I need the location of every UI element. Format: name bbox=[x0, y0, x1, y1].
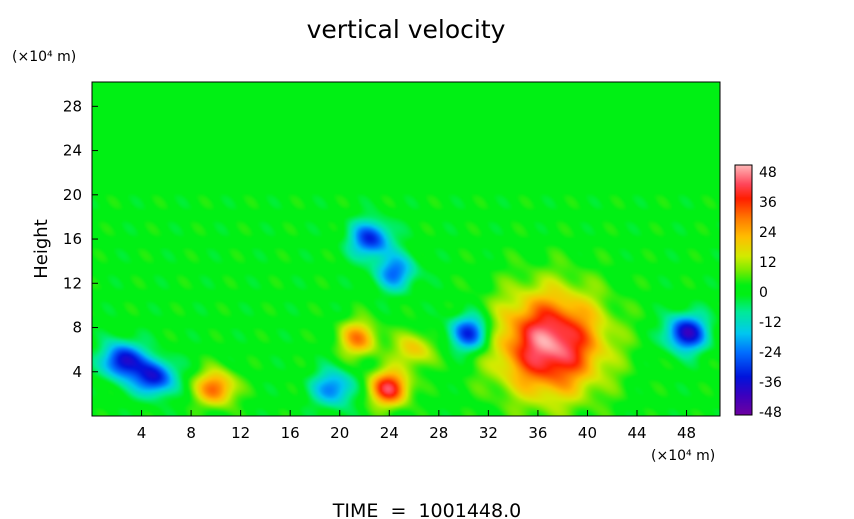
colorbar-tick-label: -24 bbox=[759, 345, 782, 361]
y-axis-label: Height bbox=[31, 219, 52, 279]
colorbar-tick-label: 24 bbox=[759, 225, 777, 241]
x-unit-label: (×10⁴ m) bbox=[651, 448, 715, 464]
y-tick-label: 20 bbox=[63, 186, 82, 204]
velocity-field bbox=[92, 82, 720, 416]
x-tick-label: 28 bbox=[429, 424, 448, 442]
chart-title: vertical velocity bbox=[307, 15, 506, 44]
x-tick-label: 36 bbox=[528, 424, 547, 442]
time-footer: TIME = 1001448.0 bbox=[332, 500, 521, 519]
colorbar-ticks: 48 36 24 12 0 -12 -24 -36 -48 bbox=[759, 165, 782, 421]
y-tick-label: 24 bbox=[63, 142, 82, 160]
y-unit-label: (×10⁴ m) bbox=[12, 49, 76, 65]
x-tick-label: 24 bbox=[380, 424, 399, 442]
colorbar-tick-label: 0 bbox=[759, 285, 768, 301]
colorbar-tick-label: -12 bbox=[759, 315, 782, 331]
x-tick-label: 12 bbox=[231, 424, 250, 442]
y-tick-label: 4 bbox=[72, 363, 82, 381]
y-axis-ticks: 4 8 12 16 20 24 28 bbox=[63, 97, 98, 381]
x-tick-label: 44 bbox=[627, 424, 646, 442]
colorbar-tick-label: -36 bbox=[759, 375, 782, 391]
y-tick-label: 12 bbox=[63, 274, 82, 292]
x-tick-label: 20 bbox=[330, 424, 349, 442]
plot-frame bbox=[91, 81, 721, 417]
y-tick-label: 28 bbox=[63, 97, 82, 115]
y-tick-label: 8 bbox=[72, 319, 82, 337]
x-tick-label: 32 bbox=[479, 424, 498, 442]
x-tick-label: 4 bbox=[137, 424, 147, 442]
y-tick-label: 16 bbox=[63, 230, 82, 248]
x-tick-label: 48 bbox=[677, 424, 696, 442]
x-tick-label: 40 bbox=[578, 424, 597, 442]
x-axis-ticks: 4 8 12 16 20 24 28 32 36 40 44 48 bbox=[137, 410, 696, 442]
colorbar bbox=[735, 165, 752, 415]
x-tick-label: 16 bbox=[281, 424, 300, 442]
colorbar-frame bbox=[734, 164, 753, 416]
colorbar-tick-label: 12 bbox=[759, 255, 777, 271]
colorbar-tick-label: 36 bbox=[759, 195, 777, 211]
colorbar-tick-label: -48 bbox=[759, 405, 782, 421]
colorbar-tick-label: 48 bbox=[759, 165, 777, 181]
x-tick-label: 8 bbox=[186, 424, 196, 442]
